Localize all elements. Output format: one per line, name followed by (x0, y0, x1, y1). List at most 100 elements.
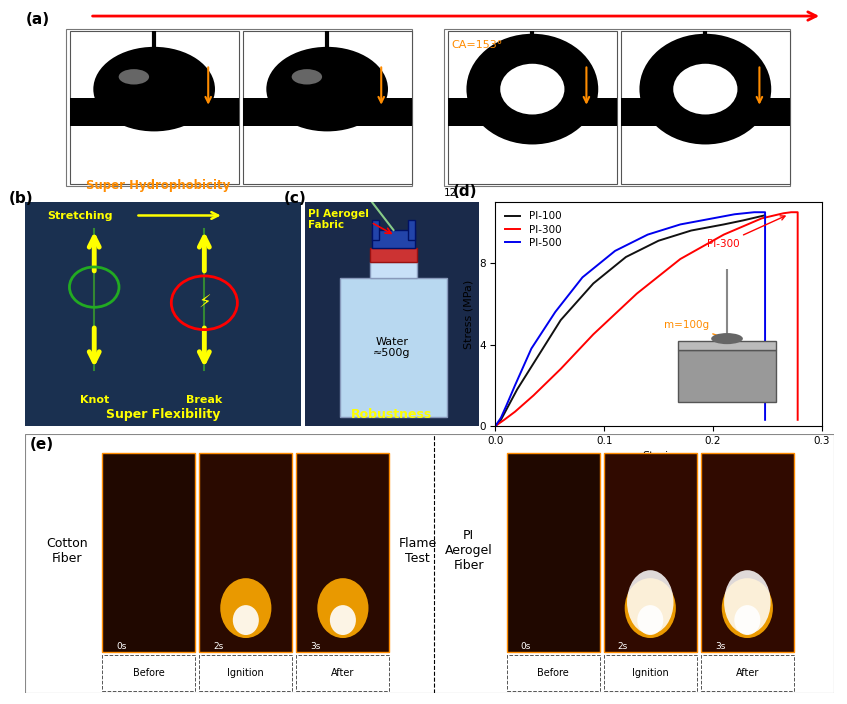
Text: After: After (331, 667, 355, 678)
PI-300 (510, 408, 520, 416)
Text: m=100g: m=100g (664, 320, 772, 354)
Ellipse shape (722, 578, 773, 638)
PI-500 (526, 344, 536, 353)
Text: Super Hydrophobicity: Super Hydrophobicity (86, 179, 230, 191)
Text: PI Aerogel
Fabric: PI Aerogel Fabric (308, 209, 369, 230)
PI-300 (778, 209, 789, 218)
PI-300 (490, 422, 501, 430)
Bar (448, 31, 617, 184)
PI-100 (501, 406, 512, 414)
PI-500 (501, 401, 512, 410)
Text: Robustness: Robustness (352, 408, 432, 422)
Ellipse shape (673, 64, 738, 115)
Bar (700, 453, 794, 652)
Line: PI-100: PI-100 (495, 215, 765, 426)
Ellipse shape (467, 34, 598, 144)
Text: (a): (a) (25, 13, 49, 27)
Bar (243, 31, 412, 184)
Bar (370, 263, 418, 278)
Text: ⚡: ⚡ (198, 294, 211, 312)
Ellipse shape (329, 605, 356, 635)
Ellipse shape (501, 64, 564, 115)
Y-axis label: Stress (MPa): Stress (MPa) (463, 279, 473, 348)
Text: 0s: 0s (521, 641, 531, 650)
Bar (370, 248, 418, 263)
Bar (199, 453, 292, 652)
Bar (621, 99, 789, 126)
PI-300 (786, 208, 796, 216)
PI-300 (793, 208, 803, 216)
PI-100 (760, 211, 770, 220)
PI-500 (760, 415, 770, 424)
PI-300 (588, 330, 598, 339)
Text: After: After (736, 667, 759, 678)
PI-500 (610, 246, 620, 255)
PI-300 (718, 230, 728, 239)
PI-500 (495, 413, 506, 422)
Text: 12: 12 (443, 187, 457, 198)
Bar (372, 220, 379, 240)
Bar (408, 220, 415, 240)
PI-500 (551, 308, 561, 316)
Text: Before: Before (133, 667, 164, 678)
PI-100 (490, 422, 501, 430)
PI-100 (718, 220, 728, 229)
PI-100 (621, 253, 631, 261)
Text: PI-300: PI-300 (707, 216, 785, 249)
PI-500 (729, 210, 739, 218)
PI-100 (534, 351, 544, 359)
Line: PI-300: PI-300 (495, 212, 798, 426)
Bar (69, 99, 239, 126)
PI-300 (675, 255, 685, 263)
Bar (621, 31, 789, 184)
Text: Ignition: Ignition (632, 667, 668, 678)
Ellipse shape (734, 605, 761, 635)
Ellipse shape (637, 605, 663, 635)
Ellipse shape (639, 34, 772, 144)
Text: Knot: Knot (80, 394, 109, 405)
Bar (102, 655, 196, 691)
Text: 2s: 2s (213, 641, 224, 650)
PI-300 (556, 365, 566, 373)
Text: 2s: 2s (617, 641, 628, 650)
Bar (69, 31, 239, 184)
Bar (296, 655, 390, 691)
PI-100 (751, 213, 761, 222)
Ellipse shape (220, 578, 271, 638)
Text: Super Flexibility: Super Flexibility (106, 408, 220, 422)
Line: PI-500: PI-500 (495, 212, 765, 426)
PI-500 (749, 208, 759, 216)
Ellipse shape (266, 47, 388, 132)
Text: Water
≈500g: Water ≈500g (373, 337, 411, 358)
Bar (604, 453, 697, 652)
PI-500 (643, 230, 653, 239)
Text: 3s: 3s (715, 641, 725, 650)
PI-500 (760, 208, 770, 216)
Ellipse shape (233, 605, 259, 635)
Text: 0s: 0s (116, 641, 126, 650)
Text: Before: Before (537, 667, 569, 678)
Ellipse shape (627, 570, 673, 634)
PI-100 (654, 237, 664, 245)
Bar (66, 29, 412, 187)
PI-300 (756, 214, 767, 222)
Ellipse shape (318, 578, 368, 638)
Text: Ignition: Ignition (228, 667, 264, 678)
PI-300 (499, 415, 509, 424)
PI-500 (708, 214, 718, 222)
Bar (444, 29, 790, 187)
Text: (e): (e) (30, 437, 53, 452)
PI-100 (739, 216, 749, 225)
Legend: PI-100, PI-300, PI-500: PI-100, PI-300, PI-500 (501, 207, 566, 252)
Ellipse shape (93, 47, 215, 132)
PI-100 (588, 279, 598, 288)
Ellipse shape (119, 69, 149, 84)
PI-300 (793, 415, 803, 424)
Text: Cotton
Fiber: Cotton Fiber (47, 537, 88, 565)
PI-100 (495, 415, 506, 424)
Text: (c): (c) (284, 191, 307, 206)
Text: Break: Break (186, 394, 223, 405)
PI-500 (510, 381, 520, 389)
Ellipse shape (291, 69, 322, 84)
Text: Stretching: Stretching (47, 211, 113, 221)
